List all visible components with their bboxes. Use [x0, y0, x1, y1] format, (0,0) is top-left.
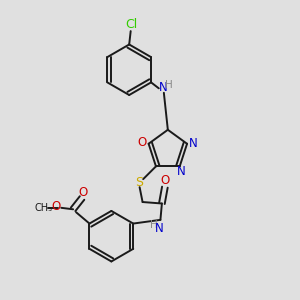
Text: S: S [136, 176, 144, 189]
Text: N: N [154, 222, 163, 235]
Text: O: O [137, 136, 147, 149]
Text: O: O [52, 200, 61, 213]
Text: CH₃: CH₃ [35, 203, 53, 213]
Text: H: H [165, 80, 173, 90]
Text: N: N [159, 81, 167, 94]
Text: Cl: Cl [125, 18, 137, 31]
Text: H: H [150, 220, 158, 230]
Text: N: N [189, 137, 198, 150]
Text: N: N [177, 165, 186, 178]
Text: O: O [161, 174, 170, 187]
Text: O: O [78, 186, 87, 199]
